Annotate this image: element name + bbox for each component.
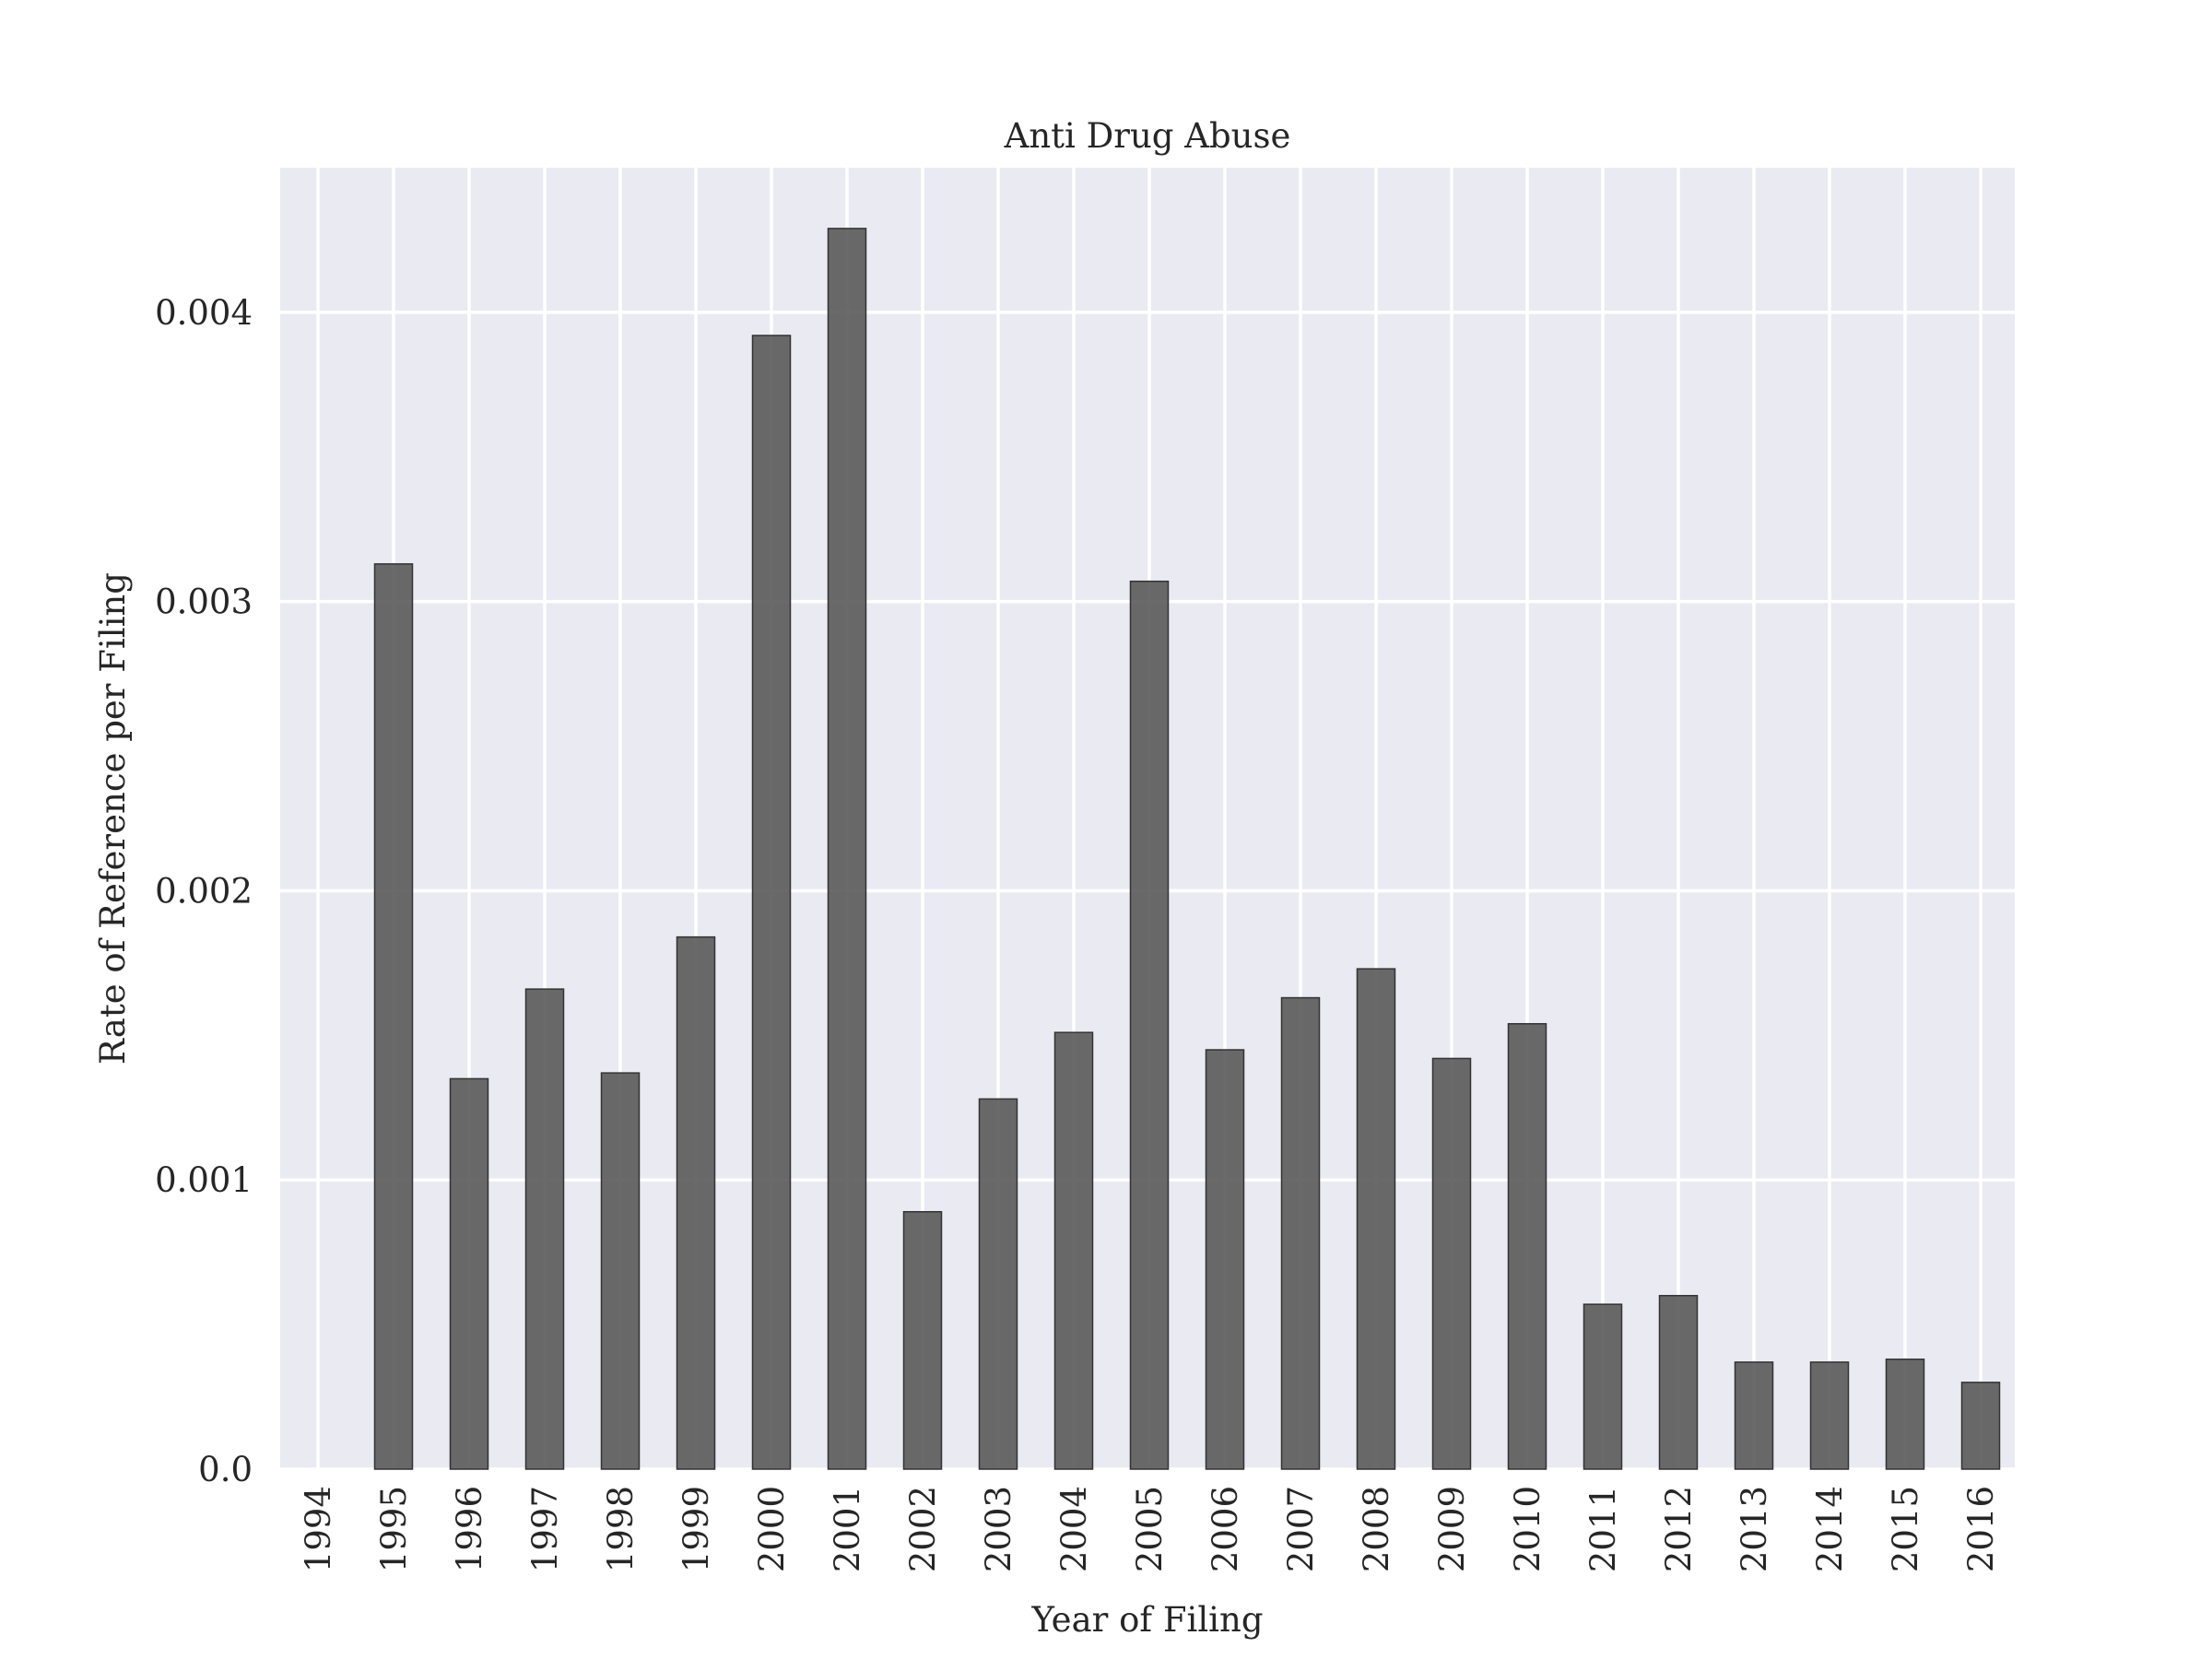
x-tick-label: 2016: [1961, 1486, 2001, 1572]
x-axis-label: Year of Filing: [1030, 1600, 1263, 1640]
x-tick-label: 2013: [1735, 1486, 1774, 1572]
x-tick-label: 2007: [1281, 1486, 1321, 1572]
bar: [1658, 1294, 1699, 1470]
x-tick-label: 2008: [1357, 1486, 1396, 1572]
bar: [1507, 1023, 1547, 1470]
x-tick-label: 2003: [979, 1486, 1018, 1572]
y-tick-label: 0.004: [155, 293, 253, 333]
x-tick-labels: 1994 1995 1996 1997 1998 1999 2000 2001 2002 2003…: [299, 1486, 2001, 1572]
x-tick-label: 1994: [299, 1486, 338, 1572]
x-tick-label: 1996: [450, 1486, 489, 1572]
bar: [1960, 1382, 2001, 1470]
x-tick-label: 2004: [1054, 1486, 1094, 1572]
bar: [978, 1098, 1018, 1470]
x-tick-label: 2015: [1886, 1486, 1925, 1572]
bar: [1431, 1057, 1472, 1470]
x-tick-label: 2011: [1583, 1486, 1623, 1572]
x-tick-label: 2006: [1206, 1486, 1245, 1572]
bar: [1583, 1303, 1623, 1470]
x-tick-label: 1998: [601, 1486, 641, 1572]
bars: [373, 228, 2001, 1470]
x-tick-label: 2005: [1130, 1486, 1170, 1572]
x-tick-label: 2002: [903, 1486, 943, 1572]
y-tick-labels: 0.0 0.001 0.002 0.003 0.004: [155, 293, 253, 1489]
bar: [600, 1072, 641, 1470]
bar: [1053, 1031, 1094, 1470]
bar: [1205, 1049, 1245, 1470]
x-tick-label: 2014: [1810, 1486, 1850, 1572]
bar: [751, 335, 792, 1470]
x-tick-label: 2012: [1659, 1486, 1699, 1572]
bar: [449, 1077, 489, 1470]
x-tick-label: 1997: [525, 1486, 565, 1572]
x-tick-label: 2000: [752, 1486, 792, 1572]
bar: [1356, 968, 1396, 1470]
x-tick-label: 2010: [1508, 1486, 1547, 1572]
y-tick-label: 0.001: [155, 1160, 253, 1200]
y-axis-label: Rate of Reference per Filing: [93, 572, 133, 1065]
bar: [902, 1210, 943, 1470]
bar: [524, 988, 565, 1470]
x-tick-label: 2001: [828, 1486, 867, 1572]
bar: [1885, 1359, 1925, 1470]
x-tick-label: 1999: [677, 1486, 716, 1572]
chart-title: Anti Drug Abuse: [1004, 116, 1291, 156]
y-tick-label: 0.002: [155, 871, 253, 911]
y-tick-label: 0.0: [198, 1450, 253, 1489]
y-tick-label: 0.003: [155, 582, 253, 622]
bar: [373, 563, 414, 1470]
x-tick-label: 2009: [1432, 1486, 1472, 1572]
bar: [1809, 1361, 1850, 1470]
x-tick-label: 1995: [374, 1486, 414, 1572]
bar: [676, 935, 716, 1470]
bar: [1280, 996, 1321, 1470]
bar: [1734, 1361, 1774, 1470]
bar: [827, 228, 867, 1470]
bar: [1129, 580, 1170, 1470]
